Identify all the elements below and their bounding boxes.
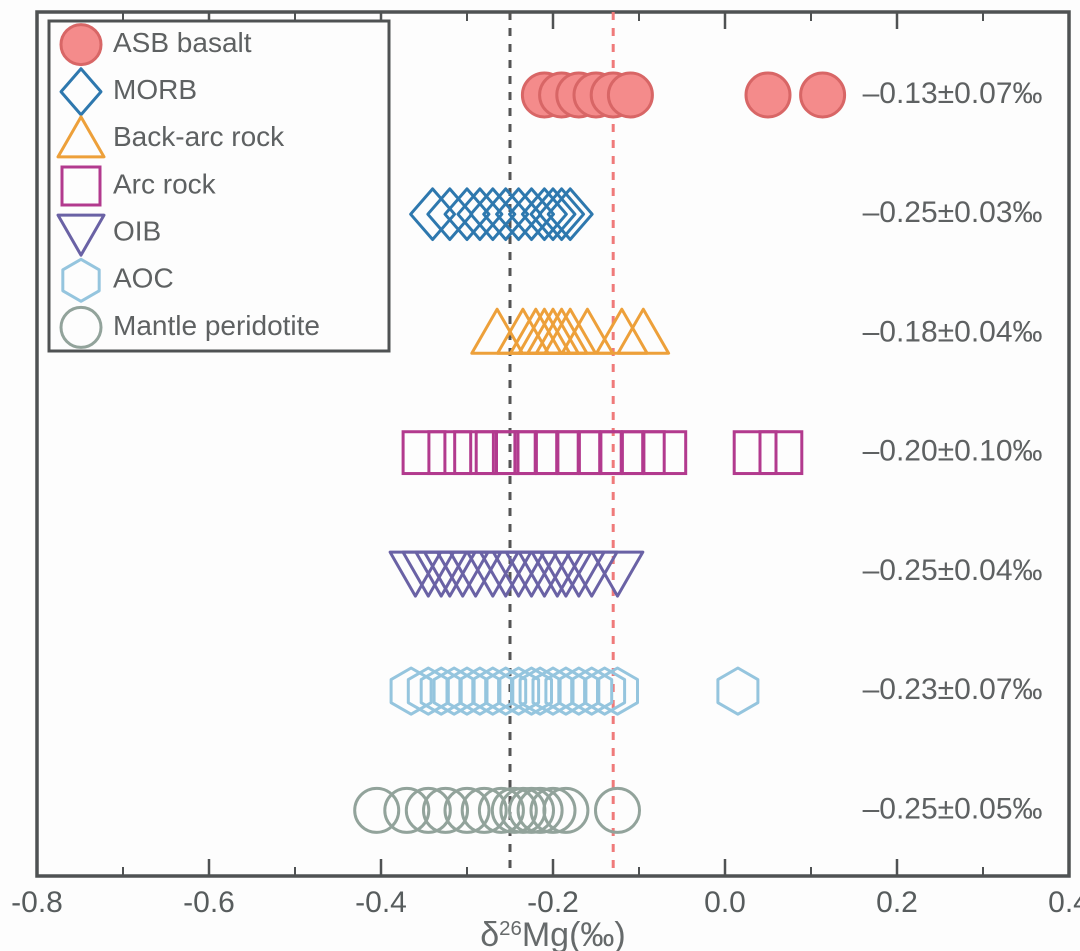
- series-row-label: –0.20±0.10‰: [863, 435, 1043, 468]
- series-row-label: –0.25±0.04‰: [863, 554, 1043, 587]
- x-tick-label: -0.4: [355, 886, 407, 919]
- series-row-label: –0.23±0.07‰: [863, 673, 1043, 706]
- legend-item-label: Back-arc rock: [113, 121, 285, 152]
- legend-item-label: ASB basalt: [113, 27, 252, 58]
- mg-isotope-strip-chart: -0.8-0.6-0.4-0.20.00.20.4δ26Mg(‰)–0.13±0…: [0, 0, 1080, 951]
- chart-container: -0.8-0.6-0.4-0.20.00.20.4δ26Mg(‰)–0.13±0…: [0, 0, 1080, 951]
- x-tick-label: -0.2: [527, 886, 579, 919]
- legend-item-label: Mantle peridotite: [113, 310, 320, 341]
- x-tick-label: -0.8: [11, 886, 63, 919]
- legend-item-label: OIB: [113, 216, 161, 247]
- x-tick-label: -0.6: [183, 886, 235, 919]
- legend-item-label: Arc rock: [113, 168, 217, 199]
- legend-item-label: MORB: [113, 74, 197, 105]
- series-row-label: –0.25±0.05‰: [863, 792, 1043, 825]
- x-tick-label: 0.2: [876, 886, 918, 919]
- series-row-label: –0.13±0.07‰: [863, 77, 1043, 110]
- x-tick-label: 0.0: [704, 886, 746, 919]
- legend-item-label: AOC: [113, 263, 174, 294]
- x-tick-label: 0.4: [1048, 886, 1080, 919]
- series-row-label: –0.18±0.04‰: [863, 315, 1043, 348]
- series-row-label: –0.25±0.03‰: [863, 196, 1043, 229]
